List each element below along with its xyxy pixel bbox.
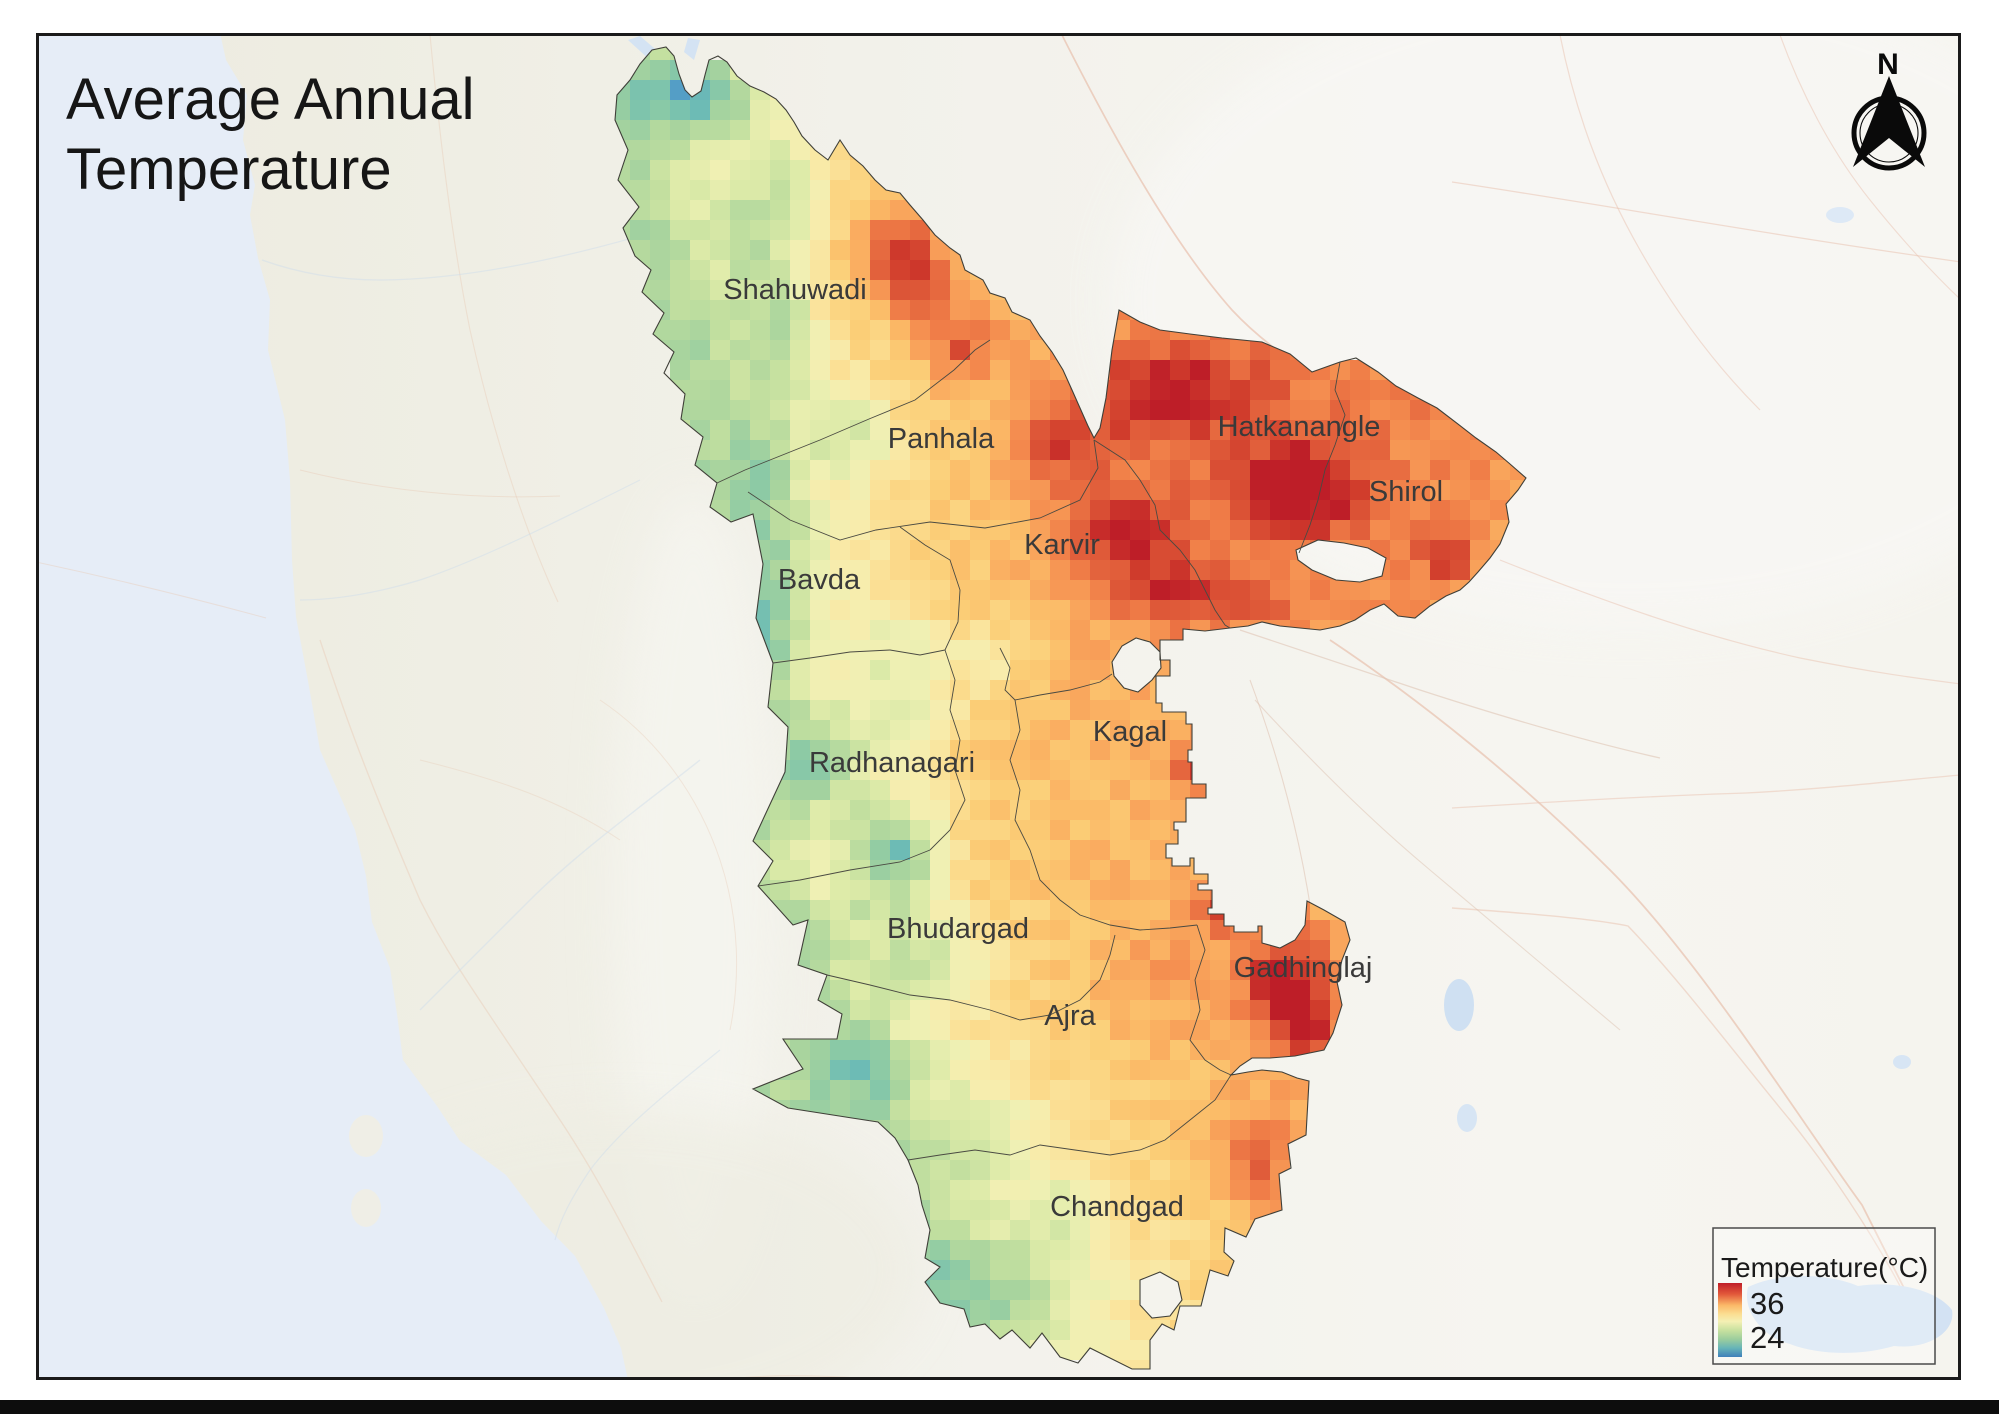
svg-text:Panhala: Panhala <box>888 423 995 455</box>
svg-text:Chandgad: Chandgad <box>1050 1191 1184 1223</box>
svg-text:Kagal: Kagal <box>1093 716 1167 748</box>
svg-text:Bhudargad: Bhudargad <box>887 913 1029 945</box>
svg-text:Bavda: Bavda <box>778 564 861 596</box>
svg-text:N: N <box>1877 48 1899 81</box>
svg-text:Shirol: Shirol <box>1369 476 1443 508</box>
svg-text:Average Annual: Average Annual <box>66 67 475 132</box>
svg-text:Gadhinglaj: Gadhinglaj <box>1234 952 1373 984</box>
svg-text:Temperature(°C): Temperature(°C) <box>1721 1252 1928 1283</box>
svg-text:Radhanagari: Radhanagari <box>809 747 975 779</box>
svg-text:Temperature: Temperature <box>66 137 392 202</box>
svg-text:Hatkanangle: Hatkanangle <box>1218 411 1381 443</box>
svg-text:Karvir: Karvir <box>1024 529 1100 561</box>
svg-text:Ajra: Ajra <box>1044 1000 1096 1032</box>
svg-text:Shahuwadi: Shahuwadi <box>723 274 867 306</box>
svg-text:36: 36 <box>1750 1286 1784 1321</box>
svg-text:24: 24 <box>1750 1320 1784 1355</box>
